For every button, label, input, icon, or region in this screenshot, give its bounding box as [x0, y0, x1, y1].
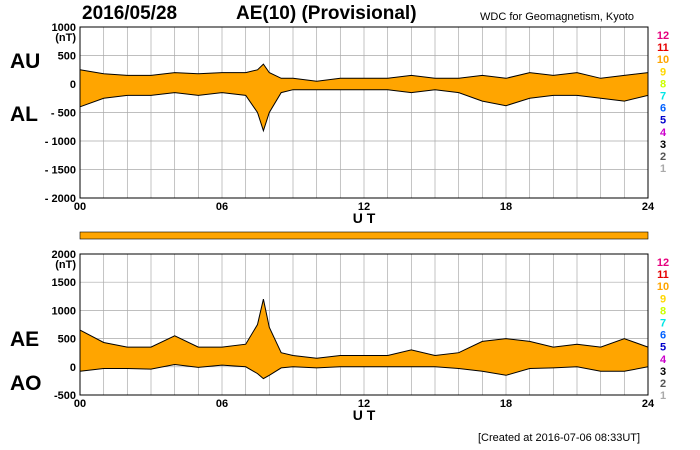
- x-tick-label: 18: [500, 398, 512, 410]
- y-tick-label: - 1000: [45, 136, 76, 148]
- level-legend-item: 4: [660, 354, 667, 366]
- y-tick-label: 2000: [52, 249, 76, 261]
- y-tick-label: 0: [70, 362, 76, 374]
- level-legend-item: 8: [660, 305, 666, 317]
- level-legend-item: 8: [660, 78, 666, 90]
- y-tick-label: 1000: [52, 22, 76, 34]
- level-legend-item: 10: [657, 54, 669, 66]
- x-axis-label: U T: [353, 210, 376, 226]
- y-tick-label: 0: [70, 79, 76, 91]
- level-legend-item: 3: [660, 366, 666, 378]
- created-timestamp: [Created at 2016-07-06 08:33UT]: [478, 432, 641, 444]
- data-coverage-bar: [79, 231, 649, 240]
- x-axis-label: U T: [353, 407, 376, 423]
- y-unit-label: (nT): [55, 32, 76, 44]
- panel-1: 1000 500 0 - 500 - 1000 - 1500 - 2000 (nT) 00 06 1…: [45, 22, 669, 226]
- y-tick-label: 500: [58, 334, 76, 346]
- institution-label: WDC for Geomagnetism, Kyoto: [480, 11, 635, 23]
- ao-label: AO: [10, 372, 42, 395]
- level-legend-item: 10: [657, 281, 669, 293]
- level-legend-item: 7: [660, 318, 666, 330]
- level-legend-item: 9: [660, 293, 666, 305]
- level-legend-item: 2: [660, 151, 666, 163]
- ae-label: AE: [10, 328, 40, 351]
- level-legend-item: 11: [657, 42, 669, 54]
- x-tick-label: 18: [500, 201, 512, 213]
- al-label: AL: [10, 103, 38, 126]
- y-unit-label: (nT): [55, 259, 76, 271]
- x-tick-label: 06: [216, 398, 228, 410]
- level-legend-item: 6: [660, 103, 666, 115]
- y-tick-label: - 1500: [45, 165, 76, 177]
- band-fill: [80, 299, 648, 379]
- x-tick-label: 12: [358, 201, 370, 213]
- band-fill: [80, 64, 648, 131]
- x-tick-label: 00: [74, 398, 86, 410]
- level-legend-item: 1: [660, 163, 666, 175]
- plot-frame: [79, 253, 649, 396]
- level-legend-item: 2: [660, 378, 666, 390]
- y-tick-label: - 2000: [45, 193, 76, 205]
- level-legend-item: 3: [660, 139, 666, 151]
- x-tick-label: 06: [216, 201, 228, 213]
- y-tick-label: 1000: [52, 305, 76, 317]
- level-legend-item: 6: [660, 330, 666, 342]
- x-tick-label: 24: [642, 201, 655, 213]
- chart-title: AE(10) (Provisional): [236, 3, 417, 24]
- series-line-ao: [79, 363, 649, 380]
- series-line-al: [79, 89, 649, 133]
- plot-frame: [79, 26, 649, 199]
- level-legend-item: 7: [660, 91, 666, 103]
- level-legend-item: 11: [657, 269, 669, 281]
- level-legend-item: 9: [660, 66, 666, 78]
- level-legend-item: 4: [660, 127, 667, 139]
- level-legend-item: 1: [660, 390, 666, 402]
- au-label: AU: [10, 50, 41, 73]
- level-legend-item: 5: [660, 342, 666, 354]
- y-tick-label: - 500: [51, 108, 76, 120]
- x-tick-label: 12: [358, 398, 370, 410]
- series-line-ae: [79, 298, 649, 359]
- y-tick-label: 1500: [52, 277, 76, 289]
- chart-date: 2016/05/28: [82, 3, 178, 24]
- x-tick-label: 00: [74, 201, 86, 213]
- series-line-au: [79, 63, 649, 82]
- y-tick-label: 500: [58, 51, 76, 63]
- level-legend-item: 5: [660, 115, 666, 127]
- x-tick-label: 24: [642, 398, 655, 410]
- level-legend-item: 12: [657, 30, 669, 42]
- y-tick-label: -500: [54, 390, 76, 402]
- level-legend-item: 12: [657, 257, 669, 269]
